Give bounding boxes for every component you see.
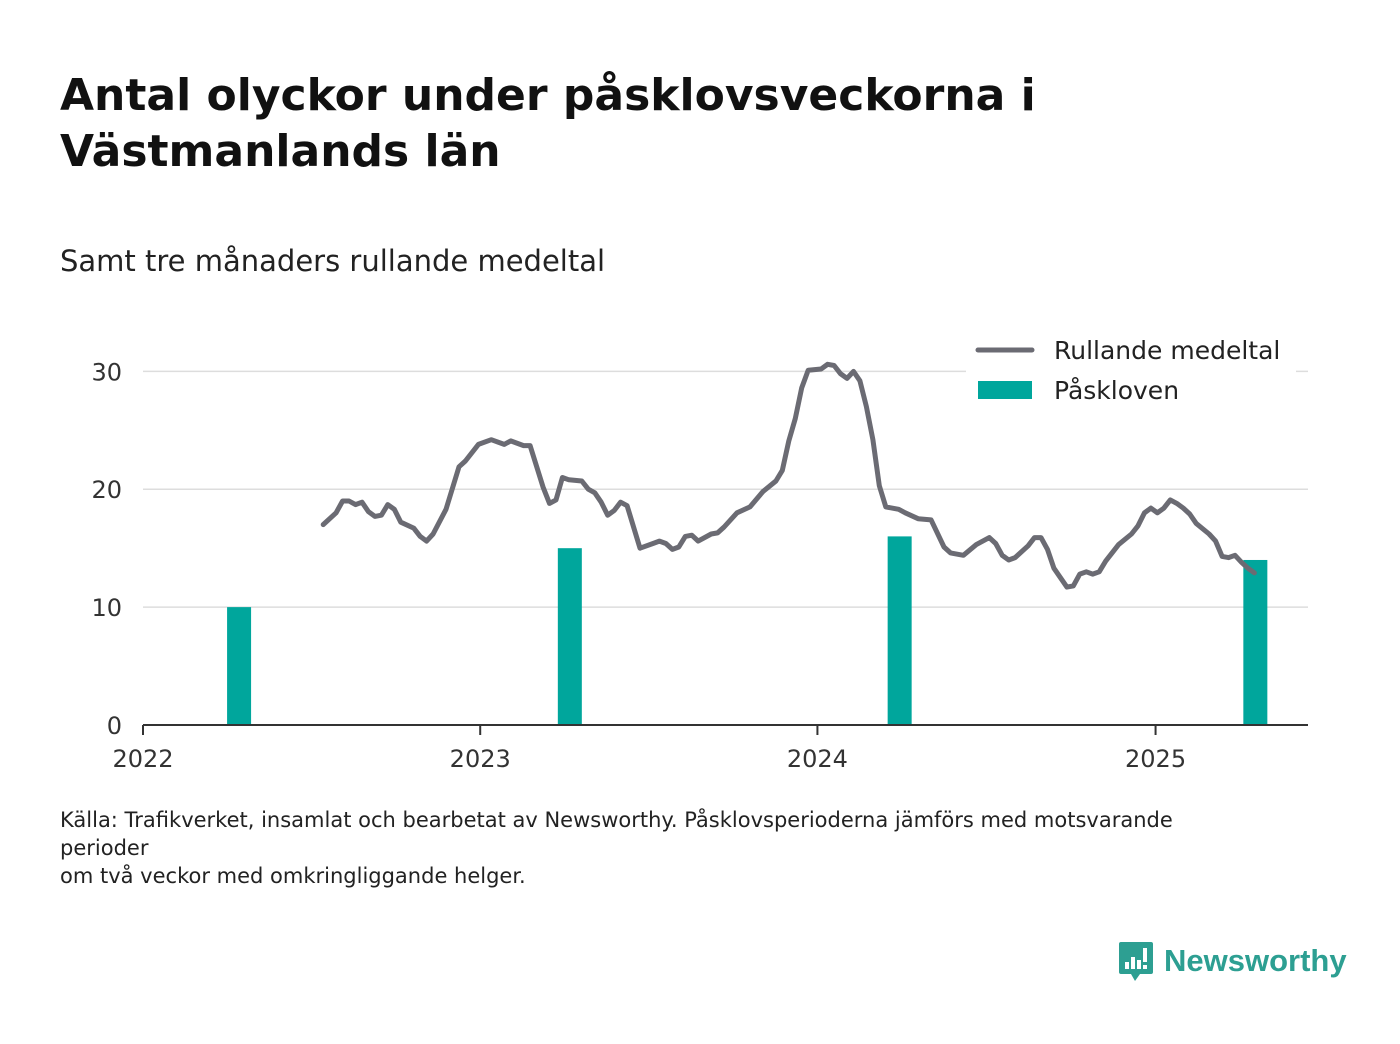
bar [557,548,582,725]
newsworthy-logo: Newsworthy [1118,940,1347,982]
legend-background [966,330,1296,416]
bar [887,536,912,725]
legend-line-label: Rullande medeltal [1054,336,1280,365]
x-tick-label: 2024 [787,745,848,773]
chart-subtitle: Samt tre månaders rullande medeltal [60,244,606,278]
x-tick-label: 2022 [112,745,173,773]
legend-bar-swatch [978,381,1032,399]
y-tick-label: 30 [91,358,122,386]
logo-text: Newsworthy [1164,943,1347,978]
y-tick-label: 0 [107,712,122,740]
x-tick-label: 2025 [1125,745,1186,773]
legend: Rullande medeltal Påskloven [966,330,1296,416]
line-series [320,361,1257,590]
y-tick-label: 10 [91,594,122,622]
x-tick-label: 2023 [450,745,511,773]
source-note: Källa: Trafikverket, insamlat och bearbe… [60,808,1173,888]
y-tick-label: 20 [91,476,122,504]
bar-chart-speech-bubble-icon [1119,942,1153,981]
chart-title: Antal olyckor under påsklovsveckorna i V… [60,70,1036,177]
chart: 0 10 20 30 2022 2023 2024 2025 Rullande medelta… [91,330,1308,773]
bar-series [227,536,1268,725]
bar [1243,559,1268,725]
bar [227,607,252,725]
legend-bar-label: Påskloven [1054,376,1179,405]
axes: 0 10 20 30 2022 2023 2024 2025 [91,358,1308,773]
